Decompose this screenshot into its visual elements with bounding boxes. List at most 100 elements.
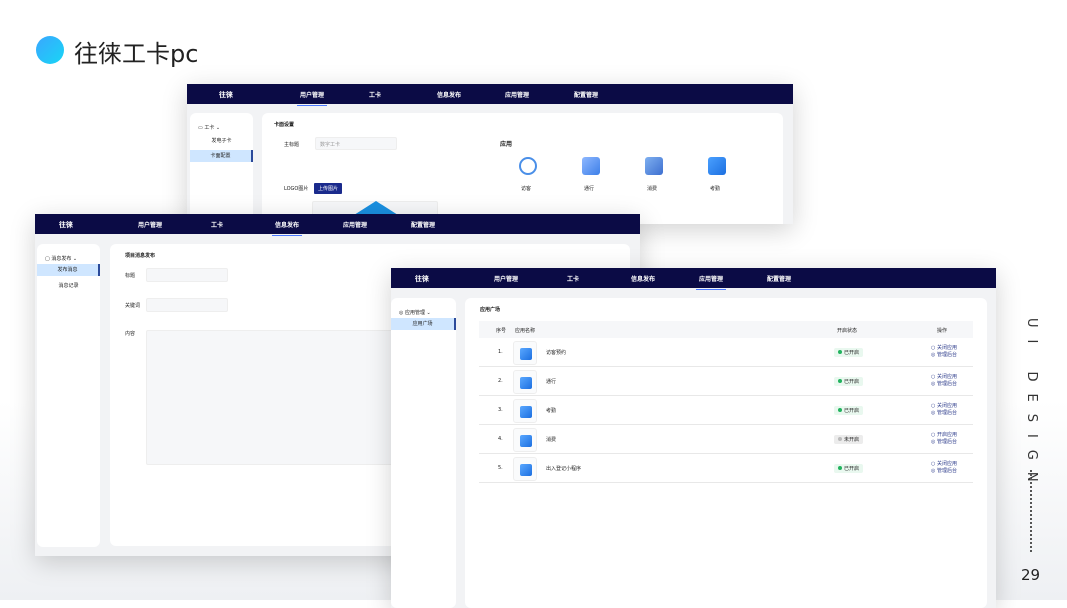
row-no: 5.: [498, 465, 503, 471]
col-name: 应用名称: [515, 328, 536, 334]
app-name: 考勤: [546, 408, 557, 414]
nav-tab[interactable]: 应用管理: [343, 222, 368, 229]
card-icon: ▭: [198, 125, 205, 131]
nav-tab[interactable]: 配置管理: [411, 222, 436, 229]
nav-tab[interactable]: 用户管理: [296, 92, 328, 106]
row-no: 3.: [498, 407, 503, 413]
sidebar-item[interactable]: 卡面配置: [190, 150, 253, 162]
toggle-app-link[interactable]: ○ 开启应用: [931, 432, 957, 438]
table-row: 5. 出入登记小程序 已开启 ○ 关闭应用 ◎ 管理后台: [479, 454, 973, 483]
nav-tab[interactable]: 工卡: [567, 276, 580, 283]
row-no: 2.: [498, 378, 503, 384]
admin-link[interactable]: ◎ 管理后台: [931, 468, 957, 474]
top-nav: 往徕 用户管理 工卡 信息发布 应用管理 配置管理: [187, 84, 793, 106]
sidebar: ▢ 消息发布 ⌄ 发布消息 消息记录: [37, 244, 100, 547]
status-badge: 已开启: [834, 464, 864, 473]
nav-tab[interactable]: 工卡: [369, 92, 382, 99]
logo: 往徕: [59, 221, 73, 229]
keyword-label: 关键词: [125, 303, 141, 309]
toggle-app-link[interactable]: ○ 关闭应用: [931, 403, 957, 409]
app-name: 考勤: [710, 186, 721, 192]
sidebar-item[interactable]: 发电子卡: [211, 138, 232, 144]
nav-tab[interactable]: 信息发布: [437, 92, 462, 99]
sidebar: ▭ 工卡 ⌄ 发电子卡 卡面配置: [190, 113, 253, 224]
nav-tab[interactable]: 信息发布: [271, 222, 303, 236]
status-badge: 未开启: [834, 435, 864, 444]
visitor-icon: [513, 341, 537, 365]
nav-tab[interactable]: 应用管理: [695, 276, 727, 290]
nav-tab[interactable]: 配置管理: [767, 276, 792, 283]
nav-tab[interactable]: 用户管理: [138, 222, 163, 229]
col-no: 序号: [496, 328, 507, 334]
title-input[interactable]: 数字工卡: [315, 137, 397, 150]
nav-tab[interactable]: 用户管理: [494, 276, 519, 283]
calendar-icon: [513, 399, 537, 423]
top-nav: 往徕 用户管理 工卡 信息发布 应用管理 配置管理: [391, 268, 996, 290]
section-title: 应用广场: [480, 307, 501, 313]
payment-icon: [513, 428, 537, 452]
table-header: 序号 应用名称 开启状态 操作: [479, 321, 973, 338]
pass-icon[interactable]: [582, 157, 600, 175]
row-actions: ○ 开启应用 ◎ 管理后台: [931, 432, 957, 446]
main-panel: 应用广场 序号 应用名称 开启状态 操作 1. 访客预约 已开启 ○ 关闭应用 …: [465, 298, 987, 608]
nav-tab[interactable]: 工卡: [211, 222, 224, 229]
admin-link[interactable]: ◎ 管理后台: [931, 381, 957, 387]
status-badge: 已开启: [834, 348, 864, 357]
admin-link[interactable]: ◎ 管理后台: [931, 439, 957, 445]
apps-table: 序号 应用名称 开启状态 操作 1. 访客预约 已开启 ○ 关闭应用 ◎ 管理后…: [479, 321, 973, 483]
content-label: 内容: [125, 331, 136, 337]
logo-label: LOGO图片: [284, 186, 309, 192]
app-name: 访客: [521, 186, 532, 192]
app-icon: ◎: [399, 310, 405, 316]
app-name: 通行: [584, 186, 595, 192]
card-config-window: 往徕 用户管理 工卡 信息发布 应用管理 配置管理 ▭ 工卡 ⌄ 发电子卡 卡面配置 卡面…: [187, 84, 793, 224]
toggle-app-link[interactable]: ○ 关闭应用: [931, 461, 957, 467]
title-input[interactable]: [146, 268, 228, 282]
title-dot-icon: [36, 36, 64, 64]
sidebar-group[interactable]: ◎ 应用管理 ⌄: [399, 310, 431, 316]
table-row: 4. 消费 未开启 ○ 开启应用 ◎ 管理后台: [479, 425, 973, 454]
col-status: 开启状态: [837, 328, 858, 334]
toggle-app-link[interactable]: ○ 关闭应用: [931, 374, 957, 380]
nav-tab[interactable]: 信息发布: [631, 276, 656, 283]
sidebar-item[interactable]: 消息记录: [58, 283, 79, 289]
slide-title: 往徕工卡pc: [74, 40, 199, 68]
row-actions: ○ 关闭应用 ◎ 管理后台: [931, 374, 957, 388]
nav-tab[interactable]: 应用管理: [505, 92, 530, 99]
keyword-input[interactable]: [146, 298, 228, 312]
nav-tab[interactable]: 配置管理: [574, 92, 599, 99]
apps-label: 应用: [500, 141, 513, 148]
admin-link[interactable]: ◎ 管理后台: [931, 352, 957, 358]
sidebar-item[interactable]: 发布消息: [37, 264, 100, 276]
title-label: 标题: [125, 273, 136, 279]
calendar-icon[interactable]: [708, 157, 726, 175]
payment-icon[interactable]: [645, 157, 663, 175]
table-row: 3. 考勤 已开启 ○ 关闭应用 ◎ 管理后台: [479, 396, 973, 425]
app-name: 出入登记小程序: [546, 466, 582, 472]
sidebar-group[interactable]: ▢ 消息发布 ⌄: [45, 256, 78, 262]
sidebar-item[interactable]: 应用广场: [391, 318, 456, 330]
section-title: 项目消息发布: [125, 253, 156, 259]
row-no: 1.: [498, 349, 503, 355]
status-badge: 已开启: [834, 406, 864, 415]
row-actions: ○ 关闭应用 ◎ 管理后台: [931, 461, 957, 475]
row-no: 4.: [498, 436, 503, 442]
toggle-app-link[interactable]: ○ 关闭应用: [931, 345, 957, 351]
main-panel: 卡面设置 主标题 数字工卡 LOGO图片 上传图片 应用 访客 通行 消费 考勤: [262, 113, 783, 224]
apps-window: 往徕 用户管理 工卡 信息发布 应用管理 配置管理 ◎ 应用管理 ⌄ 应用广场 应用广场 …: [391, 268, 996, 608]
message-icon: ▢: [45, 256, 52, 262]
col-actions: 操作: [937, 328, 948, 334]
logo: 往徕: [415, 275, 429, 283]
page-number: 29: [1021, 566, 1041, 584]
sidebar-group[interactable]: ▭ 工卡 ⌄: [198, 125, 221, 131]
upload-button[interactable]: 上传图片: [314, 183, 343, 194]
pass-icon: [513, 370, 537, 394]
side-text: UI DESIGN: [1024, 318, 1039, 494]
app-name: 访客预约: [546, 350, 567, 356]
app-name: 消费: [546, 437, 557, 443]
app-name: 通行: [546, 379, 557, 385]
title-label: 主标题: [284, 142, 300, 148]
visitor-icon[interactable]: [519, 157, 537, 175]
admin-link[interactable]: ◎ 管理后台: [931, 410, 957, 416]
section-title: 卡面设置: [274, 122, 295, 128]
